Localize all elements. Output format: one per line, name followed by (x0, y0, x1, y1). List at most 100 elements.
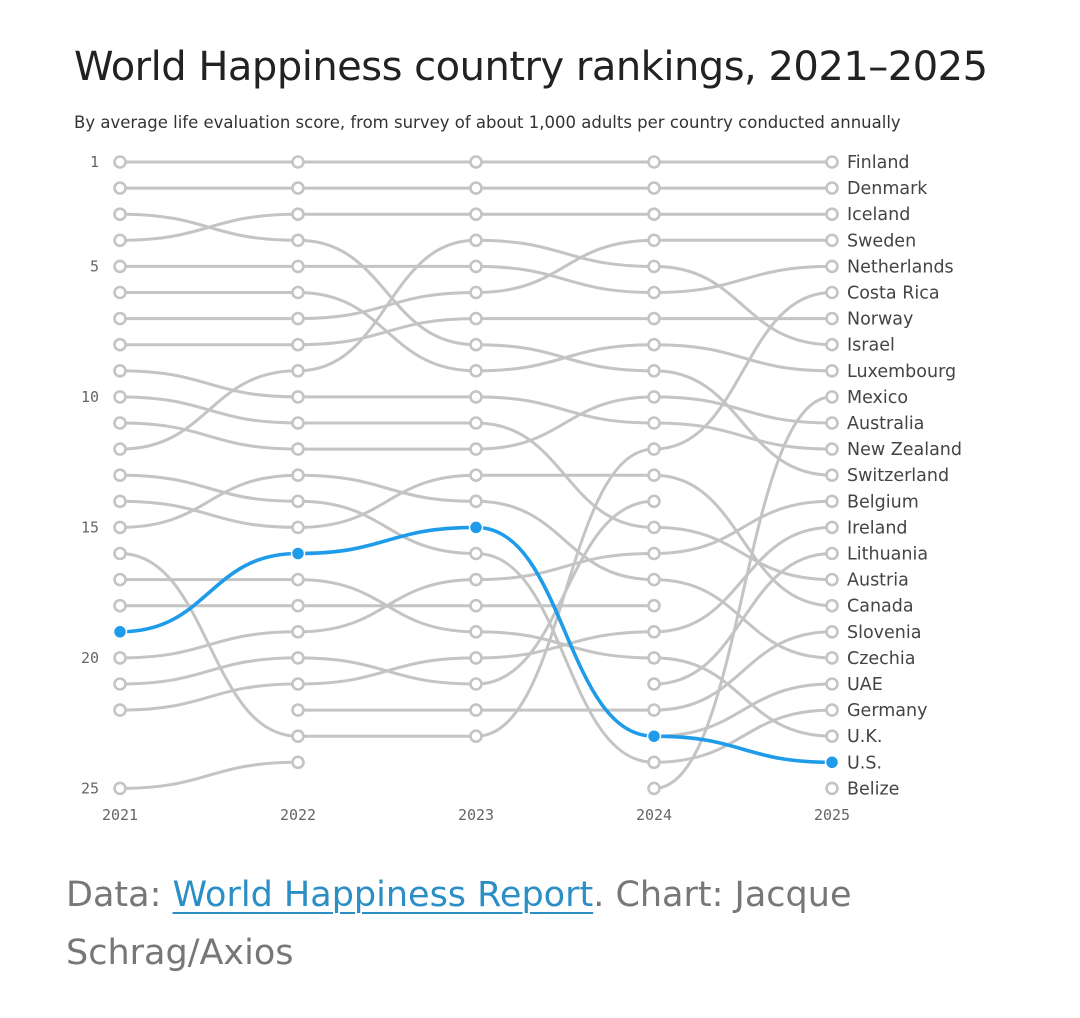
country-label-australia: Australia (847, 414, 924, 434)
rank-marker-2023-4 (469, 233, 483, 248)
rank-marker-2021-8 (113, 337, 127, 352)
series-line-uae (119, 682, 833, 790)
rank-marker-2021-2 (113, 181, 127, 195)
rank-tick-15: 15 (81, 518, 99, 536)
rank-marker-2022-17 (291, 572, 305, 587)
series-line-slovenia (476, 630, 833, 712)
country-label-iceland: Iceland (847, 205, 910, 225)
rank-marker-2025-22 (825, 703, 839, 717)
rank-marker-2021-3 (113, 207, 127, 221)
rank-marker-2021-5 (113, 259, 127, 274)
rank-tick-5: 5 (90, 257, 99, 275)
rank-marker-2022-1 (291, 155, 305, 169)
rank-marker-2022-8 (291, 337, 305, 352)
series-line-new-zealand (119, 369, 833, 451)
country-label-norway: Norway (847, 310, 913, 330)
rank-marker-2024-19 (647, 624, 661, 639)
rank-marker-2023-1 (469, 155, 483, 169)
rank-marker-2023-16 (469, 546, 483, 561)
rank-marker-2022-4 (291, 233, 305, 248)
rank-marker-2024-13 (647, 468, 661, 483)
chart-subtitle: By average life evaluation score, from s… (74, 113, 901, 132)
rank-marker-2021-13 (113, 468, 127, 483)
country-label-austria: Austria (847, 571, 909, 591)
rank-marker-2024-11 (647, 416, 661, 430)
rank-marker-2022-14 (291, 494, 305, 509)
highlight-marker-2024 (646, 728, 662, 744)
rank-marker-2025-4 (825, 233, 839, 248)
rank-marker-2021-21 (113, 677, 127, 691)
credit-suffix: . Chart: Jacque Schrag/Axios (66, 875, 852, 973)
series-lines (119, 160, 833, 790)
rank-marker-2025-2 (825, 181, 839, 195)
rank-marker-2022-10 (291, 390, 305, 404)
rank-marker-2024-7 (647, 311, 661, 326)
series-line-luxembourg (120, 290, 833, 373)
rank-marker-2024-12 (647, 442, 661, 456)
series-line-netherlands (120, 264, 833, 294)
rank-marker-2023-12 (469, 442, 483, 456)
country-label-netherlands: Netherlands (847, 257, 954, 277)
rank-marker-2024-1 (647, 155, 661, 169)
rank-marker-2022-6 (291, 285, 305, 300)
rank-marker-2024-8 (647, 337, 661, 352)
year-label-2022: 2022 (280, 806, 316, 824)
rank-marker-2024-24 (647, 755, 661, 770)
country-label-germany: Germany (847, 701, 927, 721)
rank-marker-2021-12 (113, 442, 127, 456)
rank-marker-2023-9 (469, 363, 483, 378)
rank-marker-2021-20 (113, 651, 127, 665)
rank-marker-2024-15 (647, 520, 661, 535)
rank-marker-2025-12 (825, 442, 839, 456)
rank-marker-2021-4 (113, 233, 127, 248)
series-line-mexico (653, 395, 833, 790)
highlight-marker-2022 (290, 546, 306, 561)
rank-marker-2024-21 (647, 677, 661, 691)
rank-marker-2025-9 (825, 363, 839, 378)
highlight-marker-2021 (112, 624, 128, 640)
rank-marker-2024-9 (647, 363, 661, 378)
country-label-canada: Canada (847, 597, 914, 617)
rank-marker-2021-16 (113, 546, 127, 561)
rank-marker-2021-10 (113, 390, 127, 404)
rank-marker-2021-9 (113, 363, 127, 378)
rank-tick-20: 20 (81, 649, 99, 667)
country-label-new-zealand: New Zealand (847, 440, 962, 460)
rank-marker-2024-16 (647, 546, 661, 561)
rank-marker-2021-22 (113, 703, 127, 717)
series-line-switzerland (119, 212, 833, 477)
rank-marker-2025-20 (825, 651, 839, 665)
series-line-canada (119, 473, 833, 608)
rank-marker-2025-23 (825, 729, 839, 744)
rank-marker-2022-9 (291, 363, 305, 378)
country-label-ireland: Ireland (847, 518, 908, 538)
series-line-germany (119, 473, 833, 764)
rank-marker-2023-23 (469, 729, 483, 744)
rank-marker-2024-5 (647, 259, 661, 274)
series-line-australia (119, 395, 833, 451)
rank-tick-1: 1 (90, 153, 99, 171)
rank-marker-2022-19 (291, 624, 305, 639)
country-label-sweden: Sweden (847, 231, 916, 251)
rank-marker-2022-20 (291, 651, 305, 665)
rank-marker-2022-13 (291, 468, 305, 483)
chart-title: World Happiness country rankings, 2021–2… (74, 44, 988, 90)
rank-marker-2022-3 (291, 207, 305, 221)
rank-marker-2025-15 (825, 520, 839, 535)
rank-marker-2025-5 (825, 259, 839, 274)
rank-marker-2024-3 (647, 207, 661, 221)
year-label-2021: 2021 (102, 806, 138, 824)
rank-marker-2021-17 (113, 572, 127, 587)
rank-marker-2021-6 (113, 285, 127, 300)
rank-marker-2022-7 (291, 311, 305, 326)
rank-marker-2024-18 (647, 598, 661, 613)
country-label-slovenia: Slovenia (847, 623, 921, 643)
country-label-denmark: Denmark (847, 179, 928, 199)
rank-marker-2022-21 (291, 677, 305, 691)
rank-marker-2023-21 (469, 677, 483, 691)
rank-marker-2024-17 (647, 572, 661, 587)
source-link[interactable]: World Happiness Report (172, 875, 594, 915)
rank-marker-2023-14 (469, 494, 483, 509)
highlight-marker-2025 (824, 755, 840, 770)
